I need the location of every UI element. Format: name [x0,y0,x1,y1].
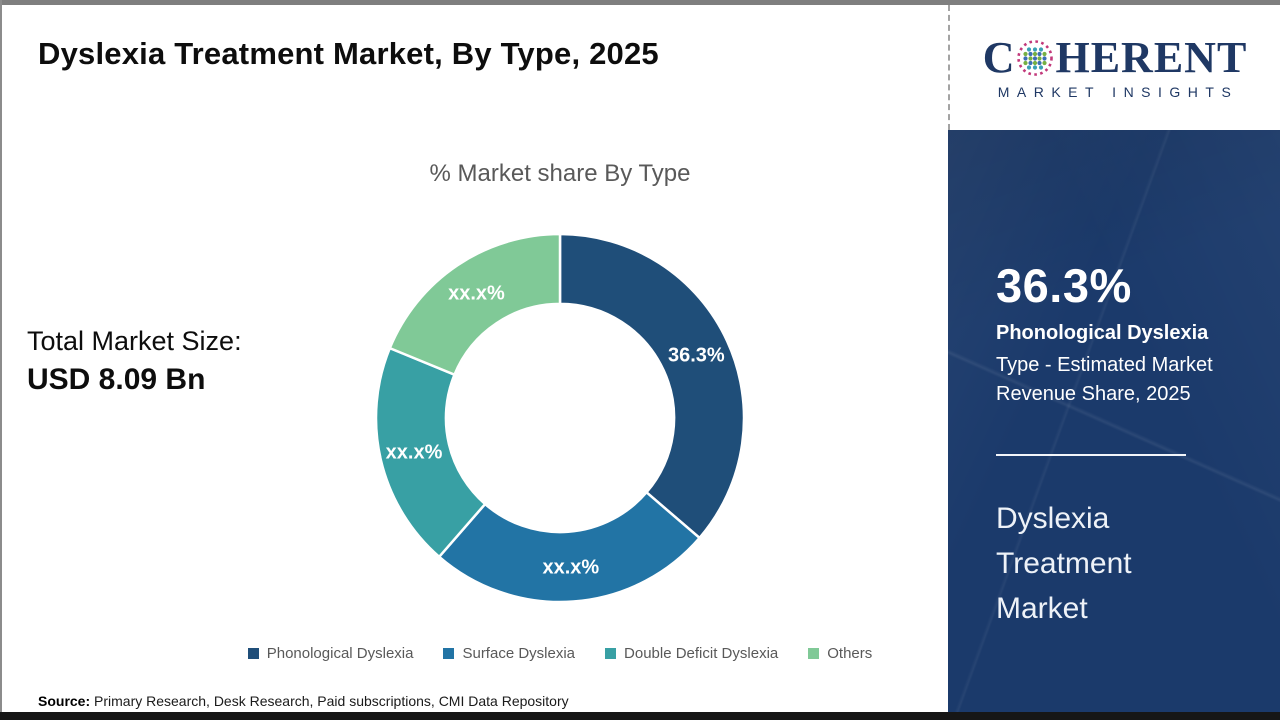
donut-chart: 36.3% xx.x% xx.x% xx.x% [370,228,750,608]
sidebar-stat-line-1: Type - Estimated Market [996,354,1213,376]
donut-segment [437,490,702,604]
right-sidebar: 36.3% Phonological Dyslexia Type - Estim… [948,130,1280,712]
source-text: Primary Research, Desk Research, Paid su… [90,693,569,709]
donut-chart-svg: 36.3% xx.x% xx.x% xx.x% [374,232,746,604]
market-name-line-2: Treatment [996,547,1132,580]
page-title: Dyslexia Treatment Market, By Type, 2025 [38,36,659,71]
brand-logo: C HERENT [982,32,1248,82]
sidebar-stat-value: 36.3% [996,259,1132,312]
market-name-line-3: Market [996,592,1088,625]
total-market-size-value: USD 8.09 Bn [27,363,206,396]
source-label: Source: [38,693,91,709]
donut-segment [374,346,487,559]
bottom-frame-bar [0,712,1280,720]
legend-swatch [605,648,617,659]
total-market-size-label: Total Market Size: [27,326,242,356]
donut-segment-label: xx.x% [542,557,599,579]
sidebar-divider [996,454,1186,456]
legend-label: Double Deficit Dyslexia [624,645,779,662]
legend-item: Surface Dyslexia [443,645,575,662]
legend-swatch [443,648,455,659]
legend-swatch [808,648,820,659]
sidebar-stat-description: Type - Estimated Market Revenue Share, 2… [996,351,1213,409]
left-frame-edge [0,0,2,720]
chart-legend: Phonological Dyslexia Surface Dyslexia Dou… [160,645,960,662]
sidebar-stat-name: Phonological Dyslexia [996,322,1209,344]
globe-dots-icon [1017,39,1054,76]
brand-logo-panel: C HERENT MARKET INSIGHTS [948,5,1280,130]
donut-segment [388,232,562,377]
legend-item: Double Deficit Dyslexia [605,645,778,662]
logo-letter-c: C [982,32,1016,82]
legend-swatch [247,648,259,659]
legend-label: Phonological Dyslexia [266,645,414,662]
market-name-line-1: Dyslexia [996,502,1110,535]
donut-segment [558,232,746,540]
legend-item: Others [808,645,872,662]
chart-title: % Market share By Type [429,160,691,187]
donut-segment-label: 36.3% [668,344,725,366]
legend-label: Others [827,645,873,662]
top-frame-bar [0,0,1280,5]
donut-segment-label: xx.x% [386,442,443,464]
sidebar-market-name: Dyslexia Treatment Market [996,496,1132,631]
total-market-size: Total Market Size: USD 8.09 Bn [27,326,242,397]
legend-item: Phonological Dyslexia [247,645,414,662]
sidebar-stat-line-2: Revenue Share, 2025 [996,383,1191,405]
logo-subtitle: MARKET INSIGHTS [997,83,1239,100]
legend-label: Surface Dyslexia [462,645,576,662]
logo-word-herent: HERENT [1055,32,1248,82]
donut-segment-label: xx.x% [448,282,505,304]
source-line: Source: Primary Research, Desk Research,… [38,693,569,709]
